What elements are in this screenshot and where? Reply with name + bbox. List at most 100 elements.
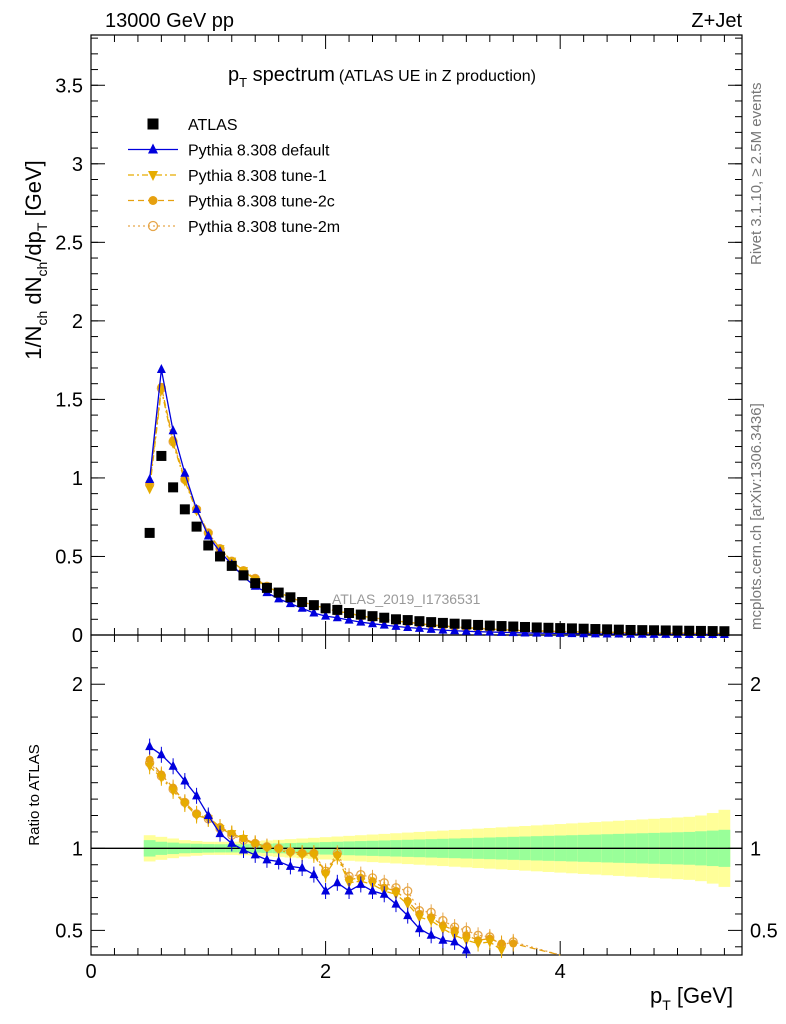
ratio-data-point [309, 851, 319, 861]
header-process: Z+Jet [691, 10, 742, 32]
ratio-y-tick-label: 2 [72, 674, 83, 696]
main-data-point [473, 626, 483, 636]
main-data-point [274, 593, 284, 603]
main-data-point [602, 624, 613, 635]
main-data-point [578, 623, 589, 634]
ylabel-part3: /dp [21, 231, 46, 262]
main-data-point [497, 626, 507, 636]
legend-marker-swatch [148, 143, 158, 154]
main-data-point [719, 626, 730, 637]
legend-marker-swatch [147, 220, 159, 232]
ratio-data-point [192, 790, 202, 800]
axes: 00.511.522.533.50 2 40.5 0.51 12 2 [55, 35, 778, 983]
ratio-data-point [285, 860, 295, 870]
main-data-point [637, 625, 648, 636]
main-data-point [508, 621, 519, 632]
legend-label: Pythia 8.308 tune-2c [188, 194, 335, 211]
main-data-point [168, 439, 178, 449]
main-data-point [285, 592, 296, 603]
ratio-data-point [438, 925, 448, 935]
ratio-data-point [180, 800, 190, 810]
legend-marker-swatch [147, 118, 159, 130]
main-data-point [414, 622, 424, 632]
xlabel-p: p [650, 983, 662, 1008]
main-y-tick-label: 0.5 [55, 546, 83, 568]
ratio-data-point [485, 938, 495, 948]
main-data-point [649, 625, 660, 636]
ratio-data-point [274, 846, 284, 856]
ylabel-part2: dN [21, 277, 46, 311]
ratio-data-point [450, 936, 460, 946]
ratio-data-point [461, 936, 471, 946]
ratio-data-point [262, 854, 272, 864]
ratio-data-point [145, 741, 155, 751]
ratio-y-tick-label-right: 2 [750, 674, 761, 696]
ratio-plot-frame [90, 634, 743, 956]
main-data-point [145, 485, 155, 495]
main-data-point [156, 450, 167, 461]
main-data-point [426, 617, 437, 628]
main-data-point [297, 597, 308, 608]
side-rivet-label: Rivet 3.1.10, ≥ 2.5M events [748, 83, 765, 266]
ratio-data-point [262, 844, 272, 854]
x-tick-label: 4 [555, 961, 566, 983]
ratio-data-point [145, 762, 155, 772]
ratio-data-point [321, 871, 331, 881]
ratio-data-point [509, 939, 518, 948]
main-data-point [390, 614, 401, 625]
ratio-y-tick-label-right: 0.5 [750, 920, 778, 942]
main-data-point [625, 624, 636, 635]
main-y-tick-label: 1.5 [55, 389, 83, 411]
x-tick-label: 0 [85, 961, 96, 983]
main-data-point [180, 467, 190, 477]
ylabel-sub3: T [34, 222, 50, 231]
main-data-point [285, 598, 295, 608]
main-y-tick-label: 2.5 [55, 232, 83, 254]
main-data-point [297, 602, 307, 612]
main-data-point [426, 623, 436, 633]
ratio-data-point [168, 760, 178, 770]
ratio-data-point [414, 923, 424, 933]
main-data-point [168, 482, 179, 493]
main-y-tick-label: 1 [72, 468, 83, 490]
legend-marker-swatch [148, 171, 158, 181]
ratio-y-tick-label-right: 1 [750, 838, 761, 860]
xlabel-unit: [GeV] [671, 983, 733, 1008]
ratio-y-tick-label: 0.5 [55, 920, 83, 942]
ratio-data-point [203, 810, 213, 820]
ratio-data-point [414, 913, 424, 923]
side-mcplots-label: mcplots.cern.ch [arXiv:1306.3436] [748, 403, 765, 630]
main-data-point [179, 504, 190, 515]
main-data-point [273, 587, 284, 598]
ratio-data-point [215, 828, 225, 838]
xlabel-sub: T [662, 997, 671, 1013]
main-data-point [355, 609, 366, 620]
main-data-point [144, 527, 155, 538]
header-energy: 13000 GeV pp [105, 10, 234, 32]
ratio-data-point [391, 890, 401, 900]
ratio-data-point [403, 900, 413, 910]
ratio-data-point [356, 878, 366, 888]
legend: ATLAS Pythia 8.308 default Pythia 8.308 tu… [128, 117, 340, 236]
title-subscript: T [239, 75, 247, 90]
ratio-data-point [156, 774, 166, 784]
main-series [144, 364, 730, 640]
legend-label: ATLAS [188, 117, 238, 134]
main-data-point [203, 540, 214, 551]
main-data-point [461, 625, 471, 635]
main-series-atlas [144, 450, 730, 637]
main-y-axis-label: 1/Nch dNch/dpT [GeV] [21, 160, 50, 360]
main-data-point [403, 621, 413, 631]
main-data-point [660, 625, 671, 636]
main-data-point [449, 618, 460, 629]
main-data-point [168, 425, 178, 435]
main-data-point [261, 582, 272, 593]
main-data-point [321, 610, 331, 620]
main-data-point [320, 603, 331, 614]
main-data-point [402, 615, 413, 626]
plot-title: pT spectrum (ATLAS UE in Z production) [228, 64, 536, 90]
main-data-point [437, 617, 448, 628]
ylabel-part1: 1/N [21, 326, 46, 360]
x-tick-label: 2 [320, 961, 331, 983]
ratio-data-point [297, 862, 307, 872]
